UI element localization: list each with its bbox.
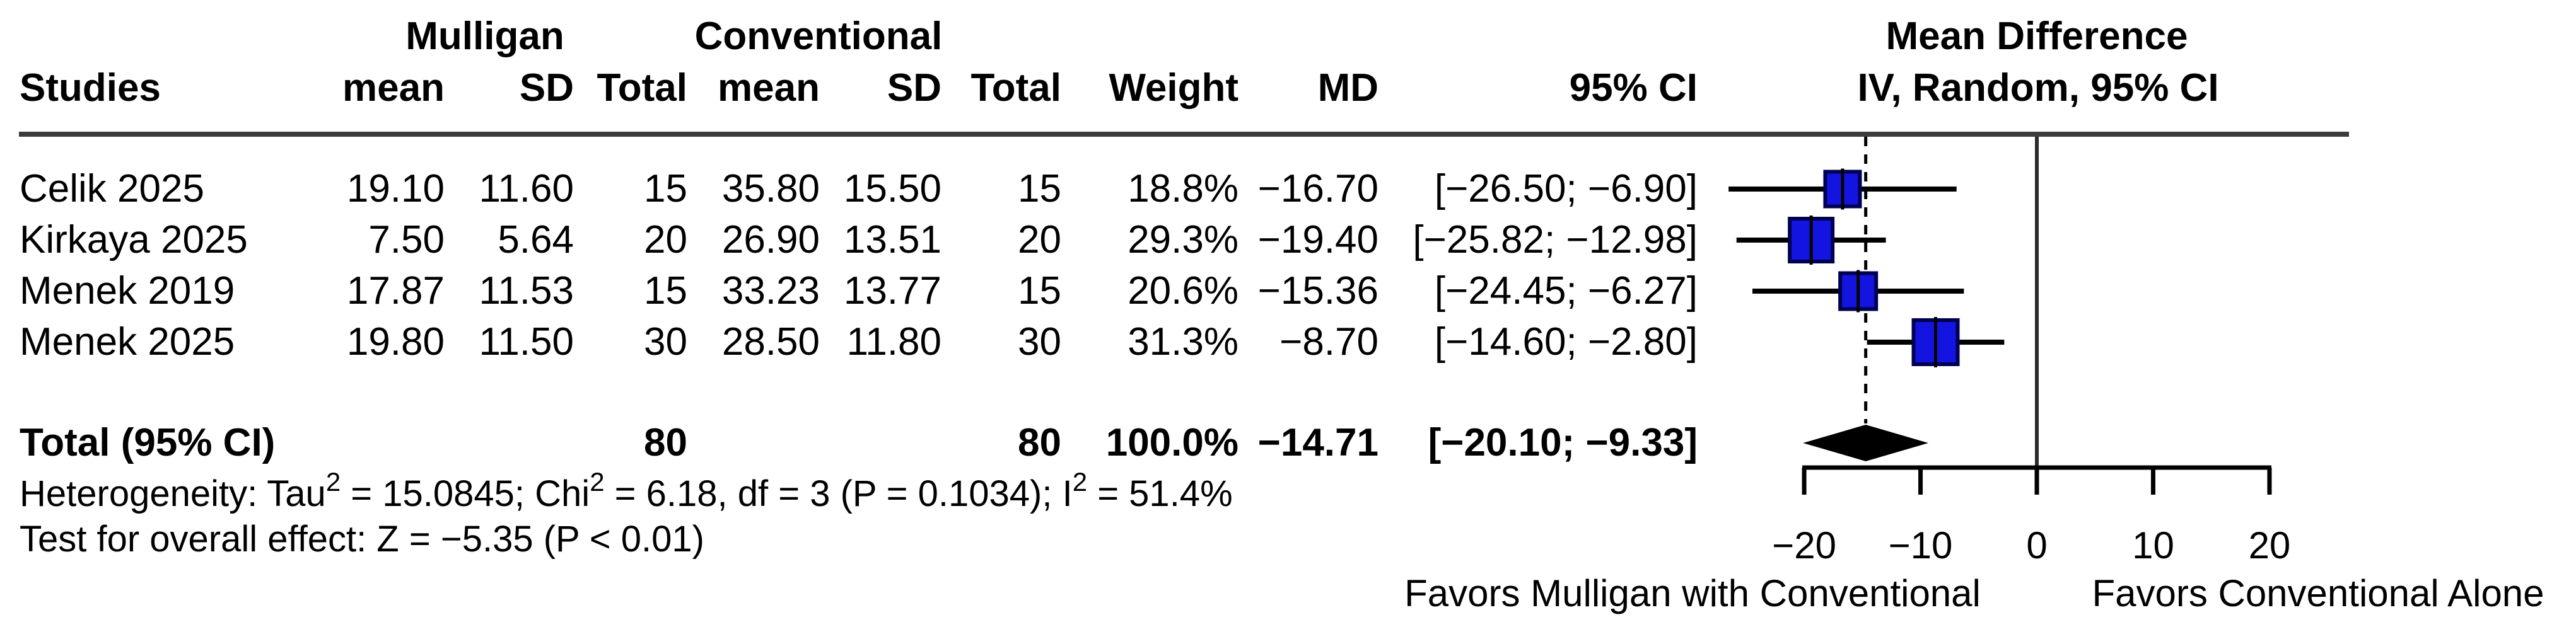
col-header-studies: Studies [20, 66, 161, 110]
weight-value: 31.3% [1128, 320, 1238, 364]
control-total: 15 [1018, 269, 1061, 313]
ci-value: [−26.50; −6.90] [1434, 167, 1698, 210]
study-name: Kirkaya 2025 [20, 218, 248, 262]
ci-value: [−14.60; −2.80] [1434, 320, 1698, 364]
control-sd: 15.50 [843, 167, 941, 210]
control-sd: 13.51 [843, 218, 941, 262]
heterogeneity-text: = 51.4% [1087, 473, 1233, 514]
axis-tick-label: 10 [2132, 524, 2174, 567]
weight-value: 18.8% [1128, 167, 1238, 210]
col-header-t-mean: mean [342, 66, 445, 110]
col-header-t-total: Total [597, 66, 688, 110]
superscript-2: 2 [325, 467, 341, 497]
ci-value: [−24.45; −6.27] [1434, 269, 1698, 313]
favors-right-label: Favors Conventional Alone [2092, 572, 2544, 614]
control-total: 30 [1018, 320, 1061, 364]
axis-tick-label: 20 [2248, 524, 2291, 567]
ci-value: [−25.82; −12.98] [1413, 218, 1698, 262]
group-header-mulligan: Mulligan [405, 14, 564, 58]
control-mean: 26.90 [721, 218, 820, 262]
treatment-sd: 11.50 [479, 320, 574, 364]
md-value: −8.70 [1279, 320, 1378, 364]
treatment-sd: 11.60 [479, 167, 574, 210]
study-name: Menek 2019 [20, 269, 235, 313]
control-mean: 35.80 [721, 167, 820, 210]
total-ci: [−20.10; −9.33] [1428, 421, 1698, 464]
treatment-mean: 7.50 [368, 218, 445, 262]
plot-header-model: IV, Random, 95% CI [1857, 66, 2219, 110]
col-header-weight: Weight [1109, 66, 1239, 110]
col-header-c-mean: mean [718, 66, 820, 110]
axis-tick-label: −20 [1772, 524, 1836, 567]
plot-header-mean-difference: Mean Difference [1885, 14, 2188, 58]
overall-effect-test-line: Test for overall effect: Z = −5.35 (P < … [20, 519, 704, 560]
heterogeneity-text: = 15.0845; Chi [341, 473, 590, 514]
col-header-md: MD [1317, 66, 1378, 110]
control-sd: 13.77 [843, 269, 941, 313]
header-rule [19, 132, 2349, 137]
col-header-ci: 95% CI [1569, 66, 1698, 110]
superscript-2: 2 [1072, 467, 1088, 497]
md-value: −15.36 [1257, 269, 1378, 313]
control-mean: 33.23 [721, 269, 820, 313]
heterogeneity-line: Heterogeneity: Tau2 = 15.0845; Chi2 = 6.… [20, 467, 1233, 520]
total-treatment-n: 80 [644, 421, 687, 464]
treatment-mean: 19.80 [346, 320, 445, 364]
control-total: 20 [1018, 218, 1061, 262]
md-value: −16.70 [1257, 167, 1378, 210]
weight-value: 20.6% [1128, 269, 1238, 313]
total-md: −14.71 [1257, 421, 1378, 464]
col-header-c-sd: SD [887, 66, 941, 110]
total-label: Total (95% CI) [20, 421, 276, 464]
favors-left-label: Favors Mulligan with Conventional [1404, 572, 1981, 614]
treatment-total: 30 [644, 320, 687, 364]
total-control-n: 80 [1018, 421, 1061, 464]
summary-diamond [1803, 425, 1928, 461]
study-name: Celik 2025 [20, 167, 204, 210]
md-value: −19.40 [1257, 218, 1378, 262]
treatment-mean: 19.10 [346, 167, 445, 210]
control-mean: 28.50 [721, 320, 820, 364]
heterogeneity-text: = 6.18, df = 3 (P = 0.1034); I [604, 473, 1073, 514]
treatment-total: 15 [644, 269, 687, 313]
heterogeneity-text: Heterogeneity: Tau [20, 473, 326, 514]
col-header-t-sd: SD [519, 66, 574, 110]
treatment-sd: 5.64 [498, 218, 574, 262]
treatment-sd: 11.53 [479, 269, 574, 313]
treatment-total: 20 [644, 218, 687, 262]
study-name: Menek 2025 [20, 320, 235, 364]
weight-value: 29.3% [1128, 218, 1238, 262]
control-total: 15 [1018, 167, 1061, 210]
control-sd: 11.80 [846, 320, 941, 364]
col-header-c-total: Total [970, 66, 1062, 110]
axis-tick-label: 0 [2026, 524, 2048, 567]
treatment-mean: 17.87 [346, 269, 445, 313]
group-header-conventional: Conventional [694, 14, 943, 58]
superscript-2: 2 [590, 467, 605, 497]
axis-tick-label: −10 [1888, 524, 1953, 567]
total-weight: 100.0% [1105, 421, 1238, 464]
treatment-total: 15 [644, 167, 687, 210]
